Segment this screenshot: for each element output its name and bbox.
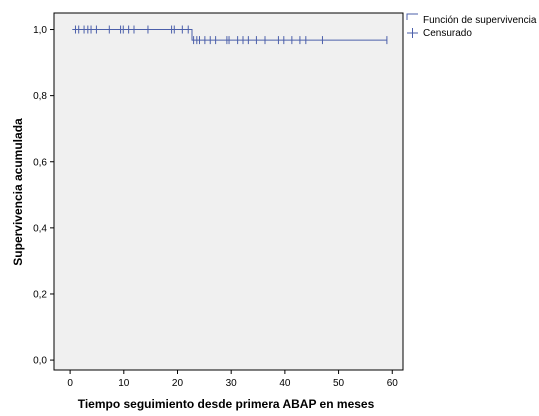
y-tick-label: 0,4 xyxy=(33,223,47,234)
x-tick-label: 10 xyxy=(118,378,130,389)
censor-marks xyxy=(74,25,388,45)
survival-function-line xyxy=(72,29,387,41)
series-layer xyxy=(72,29,387,41)
plot-area xyxy=(53,12,404,371)
legend-label-censored: Censurado xyxy=(423,28,472,39)
y-axis-title: Supervivencia acumulada xyxy=(11,118,25,266)
x-tick-label: 30 xyxy=(226,378,238,389)
x-axis: 0 10 20 30 40 50 60 xyxy=(67,370,398,389)
x-tick-label: 20 xyxy=(172,378,184,389)
y-tick-label: 0,0 xyxy=(33,356,47,367)
y-axis: 0,0 0,2 0,4 0,6 0,8 1,0 xyxy=(33,25,54,367)
legend-label-survival-function: Función de supervivencia xyxy=(423,15,537,26)
legend-censor-icon xyxy=(407,28,418,38)
x-tick-label: 40 xyxy=(279,378,291,389)
legend: Función de supervivencia Censurado xyxy=(406,13,537,39)
x-axis-title: Tiempo seguimiento desde primera ABAP en… xyxy=(78,397,375,411)
x-tick-label: 50 xyxy=(333,378,345,389)
y-tick-label: 0,6 xyxy=(33,157,47,168)
legend-item-survival-function: Función de supervivencia xyxy=(406,13,537,26)
y-tick-label: 1,0 xyxy=(33,25,47,36)
y-tick-label: 0,2 xyxy=(33,289,47,300)
legend-item-censored: Censurado xyxy=(407,28,472,39)
x-tick-label: 60 xyxy=(387,378,399,389)
x-tick-label: 0 xyxy=(67,378,73,389)
legend-step-icon xyxy=(406,13,418,20)
y-tick-label: 0,8 xyxy=(33,91,47,102)
